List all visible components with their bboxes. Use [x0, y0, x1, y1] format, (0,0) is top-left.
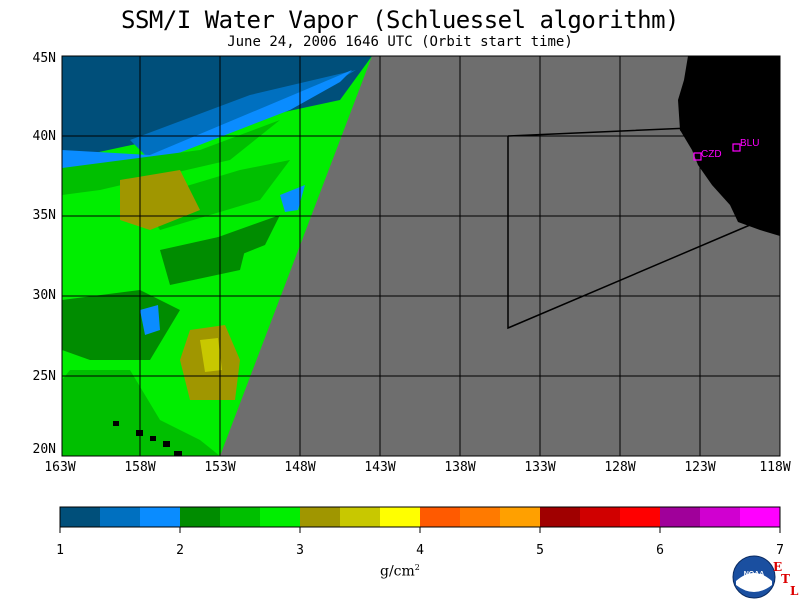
- colorbar-swatch: [700, 507, 741, 527]
- etl-letter-e: E: [773, 560, 783, 574]
- colorbar-units: g/cm2: [380, 563, 420, 580]
- colorbar-tick-7: 7: [776, 543, 784, 558]
- colorbar-ticks: [59, 527, 781, 533]
- colorbar-swatch: [220, 507, 261, 527]
- map-frame: [61, 55, 781, 457]
- colorbar-swatch: [140, 507, 181, 527]
- lon-label-138w: 138W: [444, 460, 476, 475]
- colorbar-swatch: [660, 507, 701, 527]
- colorbar-swatch: [420, 507, 461, 527]
- colorbar-swatch: [380, 507, 421, 527]
- lon-label-148w: 148W: [284, 460, 316, 475]
- station-blu-label: BLU: [740, 138, 759, 149]
- lon-label-128w: 128W: [604, 460, 636, 475]
- etl-letter-l: L: [790, 584, 799, 598]
- land-mass: [678, 56, 780, 236]
- lat-label-20n: 20N: [32, 442, 56, 457]
- lat-label-45n: 45N: [32, 51, 56, 66]
- colorbar-swatch: [580, 507, 621, 527]
- colorbar-tick-2: 2: [176, 543, 184, 558]
- noaa-logo: NOAA: [732, 555, 776, 599]
- lon-label-133w: 133W: [524, 460, 556, 475]
- lat-label-30n: 30N: [32, 288, 56, 303]
- chart-subtitle: June 24, 2006 1646 UTC (Orbit start time…: [227, 34, 573, 50]
- colorbar-swatch: [500, 507, 541, 527]
- station-czd-label: CZD: [701, 149, 722, 160]
- lon-label-158w: 158W: [124, 460, 156, 475]
- study-region-outline: [507, 127, 691, 137]
- colorbar-swatch: [260, 507, 301, 527]
- colorbar-swatch: [100, 507, 141, 527]
- lat-label-35n: 35N: [32, 208, 56, 223]
- colorbar-tick-6: 6: [656, 543, 664, 558]
- etl-letter-t: T: [781, 572, 790, 586]
- colorbar-tick-3: 3: [296, 543, 304, 558]
- lon-label-153w: 153W: [204, 460, 236, 475]
- colorbar-tick-5: 5: [536, 543, 544, 558]
- hawaiian-islands: [113, 421, 182, 456]
- lon-label-123w: 123W: [684, 460, 716, 475]
- lat-label-40n: 40N: [32, 129, 56, 144]
- chart-title: SSM/I Water Vapor (Schluessel algorithm): [121, 6, 679, 34]
- colorbar-tick-1: 1: [56, 543, 64, 558]
- colorbar-swatch: [460, 507, 501, 527]
- map-grid: [62, 56, 780, 456]
- svg-text:NOAA: NOAA: [744, 571, 765, 578]
- colorbar-swatch: [620, 507, 661, 527]
- lon-label-143w: 143W: [364, 460, 396, 475]
- colorbar-swatch: [300, 507, 341, 527]
- lon-label-163w: 163W: [44, 460, 76, 475]
- lat-label-25n: 25N: [32, 369, 56, 384]
- colorbar-swatch: [60, 507, 101, 527]
- colorbar-swatch: [340, 507, 381, 527]
- colorbar-swatch: [540, 507, 581, 527]
- colorbar-swatch: [180, 507, 221, 527]
- colorbar: [60, 507, 781, 527]
- colorbar-tick-4: 4: [416, 543, 424, 558]
- station-blu-marker: [732, 143, 741, 152]
- colorbar-swatch: [740, 507, 781, 527]
- lon-label-118w: 118W: [759, 460, 791, 475]
- station-czd-marker: [693, 152, 702, 161]
